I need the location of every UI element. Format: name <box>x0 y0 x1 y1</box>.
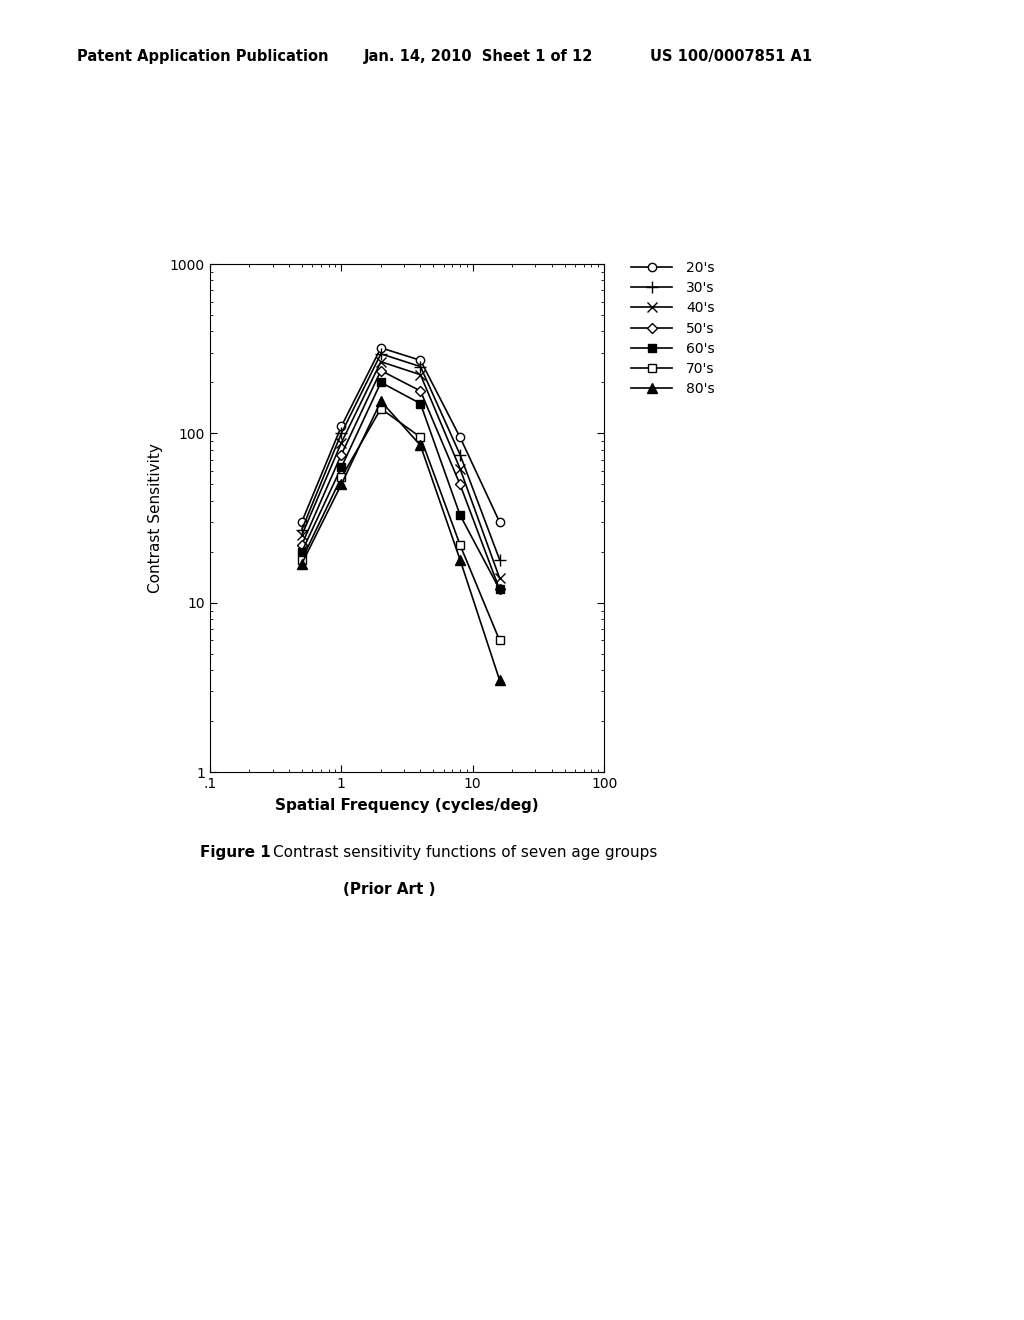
Line: 80's: 80's <box>297 396 505 685</box>
60's <box>454 507 466 523</box>
Text: US 100/0007851 A1: US 100/0007851 A1 <box>650 49 812 63</box>
20's <box>494 513 506 529</box>
Text: (Prior Art ): (Prior Art ) <box>343 882 435 896</box>
60's <box>335 459 347 475</box>
80's <box>415 437 427 453</box>
70's <box>375 401 387 417</box>
80's <box>296 556 308 572</box>
70's <box>415 429 427 445</box>
Line: 60's: 60's <box>298 379 504 594</box>
Y-axis label: Contrast Sensitivity: Contrast Sensitivity <box>148 444 163 593</box>
80's <box>335 477 347 492</box>
50's <box>494 582 506 598</box>
50's <box>296 537 308 553</box>
40's <box>415 367 427 383</box>
60's <box>494 582 506 598</box>
Line: 50's: 50's <box>298 367 503 593</box>
80's <box>375 393 387 409</box>
20's <box>335 418 347 434</box>
80's <box>494 672 506 688</box>
20's <box>415 352 427 368</box>
40's <box>454 461 466 477</box>
60's <box>375 375 387 391</box>
70's <box>296 552 308 568</box>
Text: Patent Application Publication: Patent Application Publication <box>77 49 329 63</box>
30's <box>415 359 427 375</box>
40's <box>494 570 506 586</box>
50's <box>375 363 387 379</box>
40's <box>375 354 387 370</box>
20's <box>454 429 466 445</box>
Text: Figure 1: Figure 1 <box>200 845 275 859</box>
Text: Contrast sensitivity functions of seven age groups: Contrast sensitivity functions of seven … <box>273 845 657 859</box>
70's <box>454 537 466 553</box>
40's <box>335 434 347 450</box>
Text: Jan. 14, 2010  Sheet 1 of 12: Jan. 14, 2010 Sheet 1 of 12 <box>364 49 593 63</box>
Legend: 20's, 30's, 40's, 50's, 60's, 70's, 80's: 20's, 30's, 40's, 50's, 60's, 70's, 80's <box>631 261 715 396</box>
60's <box>296 544 308 560</box>
50's <box>335 446 347 462</box>
20's <box>375 341 387 356</box>
30's <box>454 446 466 462</box>
40's <box>296 528 308 544</box>
70's <box>335 470 347 486</box>
60's <box>415 396 427 412</box>
50's <box>454 477 466 492</box>
30's <box>335 425 347 441</box>
Line: 40's: 40's <box>297 356 505 583</box>
50's <box>415 383 427 399</box>
80's <box>454 552 466 568</box>
30's <box>494 552 506 568</box>
X-axis label: Spatial Frequency (cycles/deg): Spatial Frequency (cycles/deg) <box>275 799 539 813</box>
70's <box>494 632 506 648</box>
Line: 70's: 70's <box>298 404 504 644</box>
Line: 30's: 30's <box>296 348 505 565</box>
20's <box>296 513 308 529</box>
Line: 20's: 20's <box>298 343 504 527</box>
30's <box>296 521 308 537</box>
30's <box>375 346 387 362</box>
